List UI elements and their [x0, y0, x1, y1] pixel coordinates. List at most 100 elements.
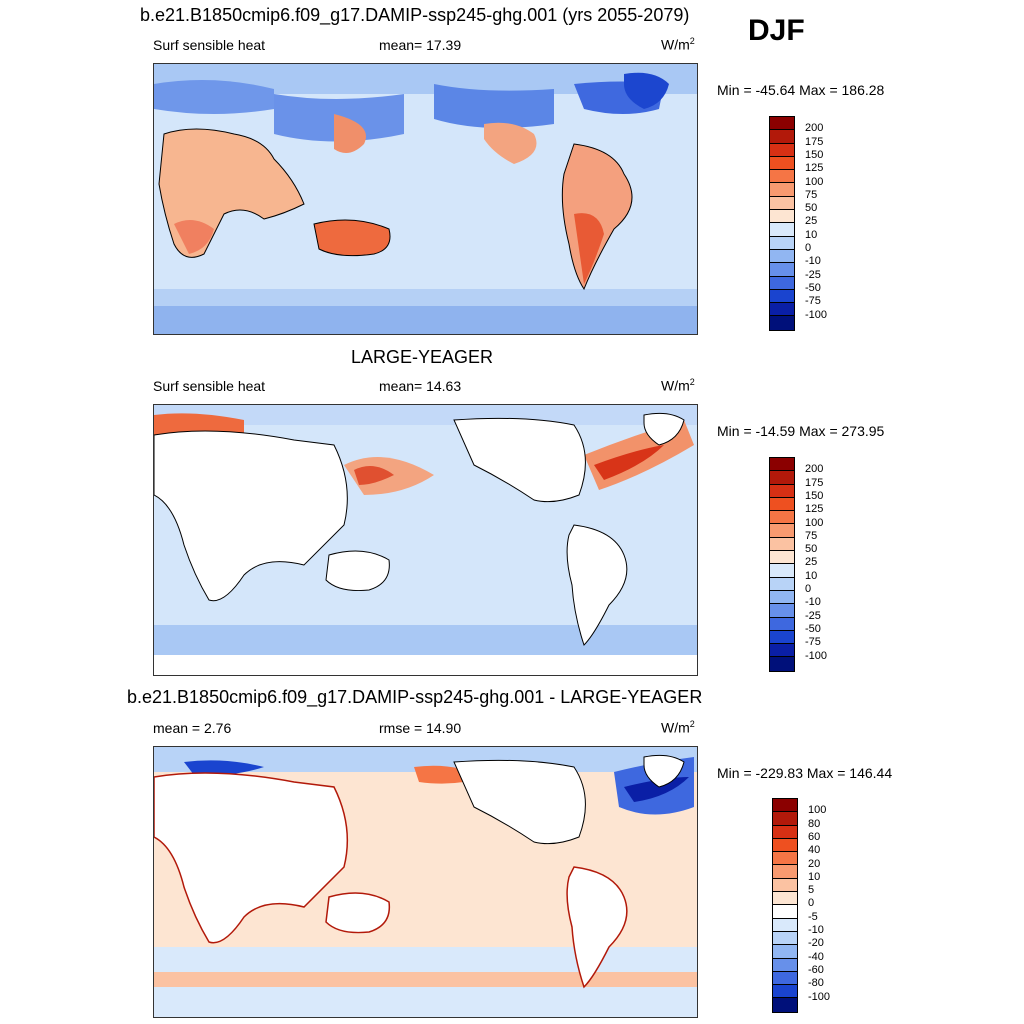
colorbar-tick-label: -10	[805, 255, 821, 268]
colorbar-swatch	[770, 471, 794, 485]
colorbar-swatch	[770, 484, 794, 498]
colorbar-swatch	[770, 316, 794, 330]
colorbar-swatch	[770, 524, 794, 538]
colorbar-tick-label: -40	[808, 950, 824, 963]
colorbar-tick-label: -80	[808, 977, 824, 990]
panel3-map	[153, 746, 698, 1018]
panel1-south-america-warm	[574, 213, 604, 284]
panel2-mean-label: mean= 14.63	[379, 378, 462, 394]
panel2-southern-ocean-band	[154, 625, 697, 655]
colorbar-tick-label: 100	[808, 804, 827, 817]
season-label: DJF	[748, 14, 805, 47]
colorbar-tick-label: -25	[805, 609, 821, 622]
panel1-coastline-australia	[313, 219, 391, 257]
panel2-variable-label: Surf sensible heat	[153, 378, 266, 394]
colorbar-swatch	[770, 183, 794, 197]
colorbar-tick-label: 0	[805, 242, 812, 254]
panel3-title: b.e21.B1850cmip6.f09_g17.DAMIP-ssp245-gh…	[127, 687, 703, 707]
colorbar-swatch	[773, 971, 797, 986]
colorbar-swatch	[770, 249, 794, 264]
panel2-colorbar	[769, 457, 795, 672]
colorbar-tick-label: 175	[805, 135, 824, 148]
colorbar-tick-label: 50	[805, 543, 818, 556]
colorbar-swatch	[770, 657, 794, 671]
colorbar-swatch	[773, 985, 797, 999]
panel1-south-america	[562, 144, 632, 289]
colorbar-tick-label: -25	[805, 268, 821, 281]
colorbar-swatch	[770, 303, 794, 317]
colorbar-swatch	[770, 497, 794, 512]
colorbar-tick-label: 75	[805, 188, 818, 201]
colorbar-tick-label: 50	[805, 202, 818, 215]
colorbar-tick-label: 0	[805, 583, 812, 595]
colorbar-swatch	[773, 958, 797, 972]
colorbar-swatch	[773, 878, 797, 893]
colorbar-swatch	[770, 630, 794, 645]
panel2-eurasia-africa	[154, 430, 348, 602]
panel2-australia	[325, 550, 390, 591]
colorbar-swatch	[770, 263, 794, 277]
colorbar-swatch	[773, 998, 797, 1012]
colorbar-swatch	[773, 918, 797, 932]
panel1-southern-ocean-inner-band	[154, 289, 697, 306]
panel1-north-pacific-blue	[434, 84, 554, 128]
colorbar-swatch	[770, 289, 794, 304]
panel1-unit-label: W/m2	[661, 36, 695, 53]
panel2-arctic-band	[154, 405, 697, 425]
colorbar-tick-label: 100	[805, 516, 824, 529]
panel2-minmax: Min = -14.59 Max = 273.95	[717, 423, 885, 439]
panel2-south-america	[566, 524, 628, 646]
colorbar-swatch	[773, 838, 797, 853]
colorbar-tick-label: 80	[808, 817, 821, 830]
panel2-kuroshio-core	[354, 466, 394, 485]
colorbar-swatch	[770, 130, 794, 144]
panel1-greenland	[624, 72, 669, 109]
colorbar-swatch	[770, 210, 794, 224]
panel3-minmax: Min = -229.83 Max = 146.44	[717, 765, 893, 781]
colorbar-tick-label: 60	[808, 830, 821, 843]
colorbar-tick-label: -5	[808, 910, 818, 923]
colorbar-tick-label: -10	[805, 596, 821, 609]
panel3-colorbar	[772, 798, 798, 1013]
panel3-rmse-label: rmse = 14.90	[379, 720, 462, 736]
colorbar-tick-label: -100	[805, 649, 828, 662]
panel3-south-america	[566, 866, 628, 989]
panel3-eurasia-africa	[154, 772, 349, 944]
colorbar-tick-label: 10	[808, 870, 821, 883]
colorbar-swatch	[770, 143, 794, 157]
colorbar-swatch	[770, 223, 794, 237]
colorbar-swatch	[773, 892, 797, 906]
colorbar-swatch	[770, 236, 794, 250]
colorbar-swatch	[770, 590, 794, 605]
colorbar-swatch	[773, 825, 797, 839]
colorbar-swatch	[770, 644, 794, 658]
colorbar-tick-label: 125	[805, 503, 824, 516]
colorbar-tick-label: 0	[808, 897, 815, 910]
colorbar-tick-label: 5	[808, 884, 815, 897]
colorbar-tick-label: 200	[805, 122, 824, 135]
panel3-north-america	[453, 759, 586, 845]
colorbar-swatch	[770, 170, 794, 184]
panel3-nordic-cold	[184, 760, 264, 776]
panel1-variable-label: Surf sensible heat	[153, 37, 266, 53]
colorbar-swatch	[773, 812, 797, 826]
colorbar-swatch	[770, 156, 794, 171]
colorbar-tick-label: -100	[805, 308, 828, 321]
colorbar-tick-label: 150	[805, 489, 824, 502]
panel1-japan-warm	[334, 114, 366, 153]
panel3-greenland	[643, 754, 685, 788]
panel1-africa	[159, 129, 304, 258]
colorbar-swatch	[773, 931, 797, 946]
panel3-southern-warm-band	[154, 972, 697, 987]
colorbar-tick-label: 200	[805, 463, 824, 476]
colorbar-tick-label: 150	[805, 148, 824, 161]
colorbar-swatch	[773, 852, 797, 866]
colorbar-tick-label: 125	[805, 162, 824, 175]
panel1-minmax: Min = -45.64 Max = 186.28	[717, 82, 885, 98]
colorbar-tick-label: -100	[808, 990, 831, 1003]
panel3-labrador-core	[624, 777, 689, 802]
colorbar-swatch	[773, 799, 797, 813]
colorbar-tick-label: 40	[808, 844, 821, 857]
panel1-title: b.e21.B1850cmip6.f09_g17.DAMIP-ssp245-gh…	[140, 5, 690, 25]
colorbar-tick-label: 25	[805, 556, 818, 569]
